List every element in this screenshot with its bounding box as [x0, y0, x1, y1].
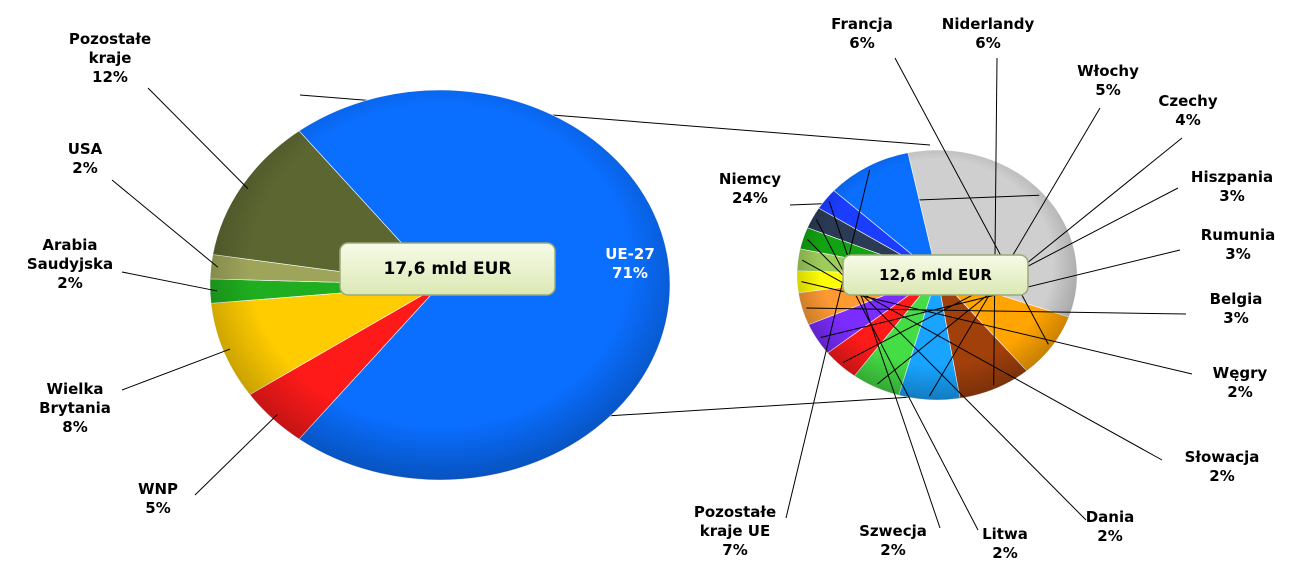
category-label: Szwecja: [859, 522, 927, 540]
leader-line: [194, 414, 278, 496]
value-label: 2%: [1227, 383, 1253, 401]
slice-label: Czechy 4%: [1153, 92, 1223, 130]
value-label: 2%: [992, 544, 1018, 562]
slice-label: Szwecja 2%: [853, 522, 933, 560]
category-label: Rumunia: [1200, 226, 1276, 244]
slice-label: Francja 6%: [822, 15, 902, 53]
slice-label: Węgry 2%: [1205, 364, 1275, 402]
category-label: WNP: [137, 480, 179, 498]
value-label: 8%: [62, 418, 88, 436]
slice-label: Dania 2%: [1080, 508, 1140, 546]
value-label: 5%: [145, 499, 171, 517]
value-label: 3%: [1225, 245, 1251, 263]
leader-line: [111, 179, 219, 268]
category-label: Litwa: [982, 525, 1028, 543]
category-label: Wielka Brytania: [39, 380, 111, 417]
value-label: 12%: [92, 68, 128, 86]
slice-label: Pozostałe kraje UE 7%: [685, 503, 785, 560]
slice-label: WNP 5%: [128, 480, 188, 518]
slice-label: Pozostałe kraje 12%: [60, 30, 160, 87]
slice-label: USA 2%: [60, 140, 110, 178]
value-label: 2%: [72, 159, 98, 177]
center-box: [339, 242, 556, 296]
value-label: 24%: [732, 189, 768, 207]
slice-label: UE-27 71%: [590, 245, 670, 283]
category-label: Arabia Saudyjska: [26, 236, 114, 273]
center-label: 12,6 mld EUR: [879, 266, 992, 284]
value-label: 2%: [1097, 527, 1123, 545]
slice-label: Hiszpania 3%: [1182, 168, 1282, 206]
category-label: Hiszpania: [1190, 168, 1274, 186]
slice-label: Słowacja 2%: [1177, 448, 1267, 486]
category-label: Belgia: [1209, 290, 1263, 308]
category-label: USA: [67, 140, 103, 158]
value-label: 5%: [1095, 81, 1121, 99]
leader-line: [147, 87, 249, 190]
value-label: 2%: [57, 274, 83, 292]
value-label: 3%: [1219, 187, 1245, 205]
slice-label: Niemcy 24%: [710, 170, 790, 208]
leader-line: [121, 271, 218, 292]
value-label: 3%: [1223, 309, 1249, 327]
category-label: Niemcy: [718, 170, 782, 188]
center-box: [842, 254, 1029, 296]
slice-label: Rumunia 3%: [1193, 226, 1283, 264]
value-label: 71%: [612, 264, 648, 282]
category-label: Niderlandy: [941, 15, 1035, 33]
category-label: Pozostałe kraje: [68, 30, 152, 67]
value-label: 2%: [1209, 467, 1235, 485]
category-label: Czechy: [1158, 92, 1218, 110]
slice-label: Arabia Saudyjska 2%: [15, 236, 125, 293]
value-label: 2%: [880, 541, 906, 559]
category-label: Pozostałe kraje UE: [693, 503, 777, 540]
value-label: 4%: [1175, 111, 1201, 129]
category-label: Dania: [1085, 508, 1135, 526]
value-label: 7%: [722, 541, 748, 559]
value-label: 6%: [975, 34, 1001, 52]
leader-line: [121, 348, 231, 391]
center-label: 17,6 mld EUR: [383, 259, 512, 279]
slice-label: Niderlandy 6%: [938, 15, 1038, 53]
category-label: Węgry: [1212, 364, 1268, 382]
category-label: Francja: [831, 15, 893, 33]
category-label: UE-27: [605, 245, 655, 263]
slice-label: Belgia 3%: [1201, 290, 1271, 328]
category-label: Włochy: [1077, 62, 1139, 80]
slice-label: Litwa 2%: [975, 525, 1035, 563]
slice-label: Włochy 5%: [1073, 62, 1143, 100]
slice-label: Wielka Brytania 8%: [25, 380, 125, 437]
value-label: 6%: [849, 34, 875, 52]
category-label: Słowacja: [1184, 448, 1260, 466]
